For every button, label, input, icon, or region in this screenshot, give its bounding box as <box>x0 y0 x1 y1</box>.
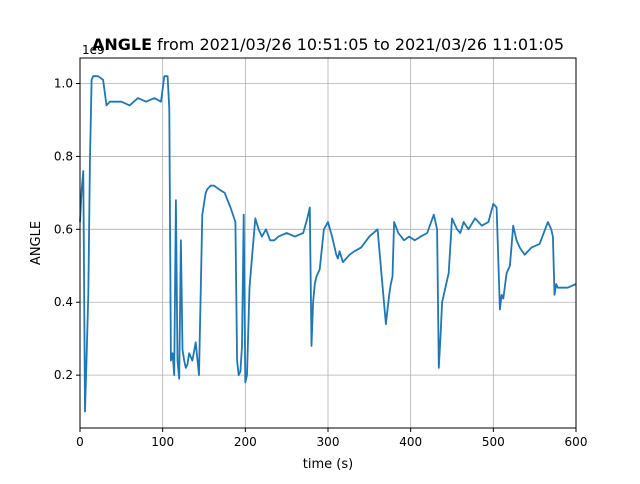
angle-series-line <box>79 75 577 413</box>
y-tick-label: 0.2 <box>54 368 73 382</box>
y-axis-label: ANGLE <box>29 221 44 265</box>
x-tick-label: 100 <box>151 435 174 449</box>
x-axis-label: time (s) <box>303 457 353 472</box>
x-tick-label: 500 <box>482 435 505 449</box>
chart-title: ANGLE from 2021/03/26 10:51:05 to 2021/0… <box>92 35 564 54</box>
plot-area <box>79 75 577 413</box>
y-tick-label: 0.8 <box>54 149 73 163</box>
x-axis-ticks: 0 100 200 300 400 500 600 <box>76 428 587 449</box>
chart-title-bold: ANGLE <box>92 35 152 54</box>
y-tick-label: 1.0 <box>54 77 73 91</box>
x-tick-label: 600 <box>565 435 588 449</box>
x-tick-label: 400 <box>399 435 422 449</box>
x-tick-label: 200 <box>234 435 257 449</box>
grid <box>79 58 577 428</box>
chart-title-rest: from 2021/03/26 10:51:05 to 2021/03/26 1… <box>152 35 564 54</box>
y-axis-ticks: 0.2 0.4 0.6 0.8 1.0 <box>54 77 80 382</box>
y-tick-label: 0.4 <box>54 295 73 309</box>
y-offset-label: 1e9 <box>82 43 105 57</box>
x-tick-label: 0 <box>76 435 84 449</box>
x-tick-label: 300 <box>317 435 340 449</box>
y-tick-label: 0.6 <box>54 222 73 236</box>
